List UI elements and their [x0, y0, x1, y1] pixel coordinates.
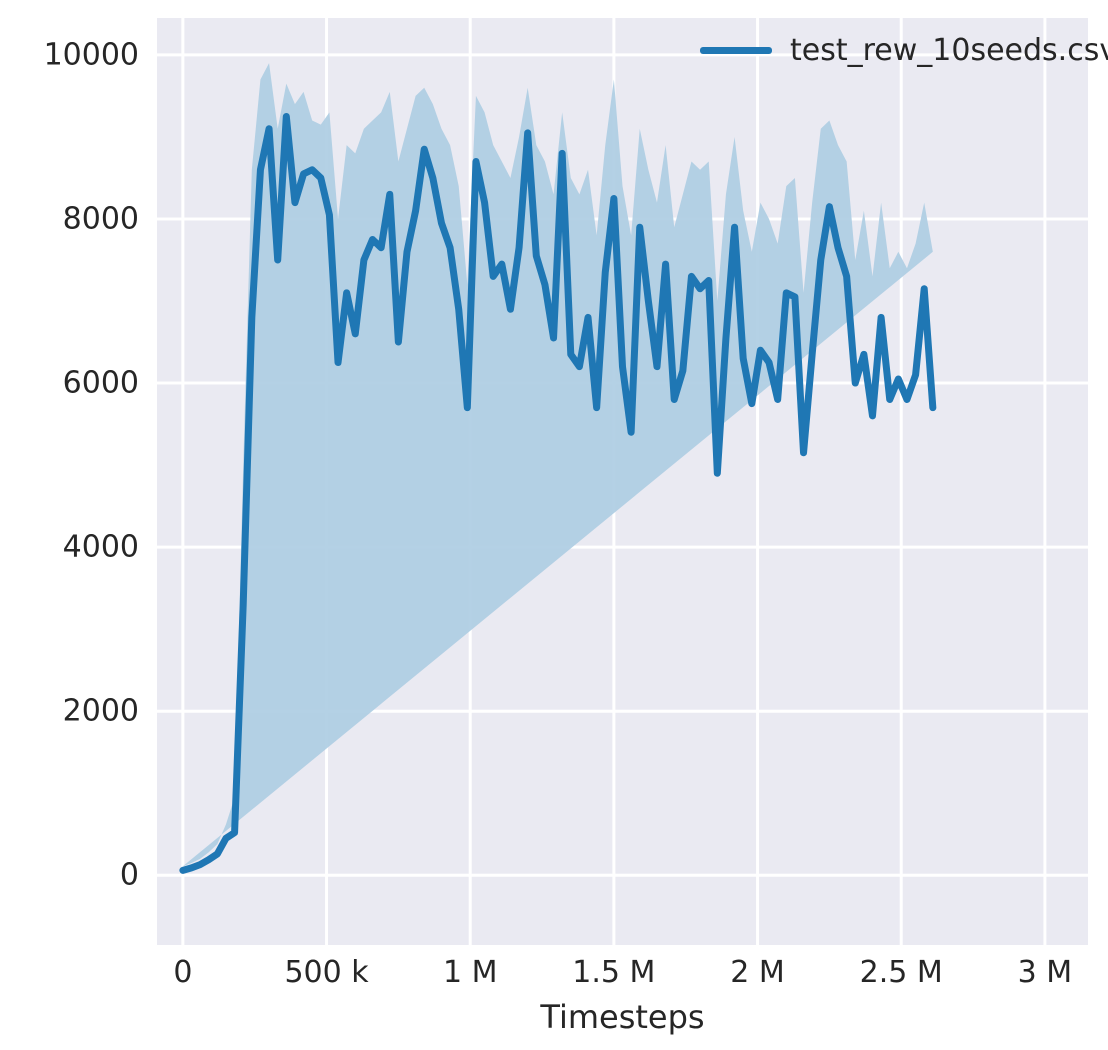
chart-legend: test_rew_10seeds.csv — [700, 33, 1108, 68]
x-axis-title: Timesteps — [540, 998, 705, 1036]
x-axis-tick-label: 0 — [173, 955, 193, 990]
x-axis-tick-label: 3 M — [1017, 955, 1073, 990]
y-axis-tick-label: 2000 — [62, 693, 139, 729]
y-axis-tick-label: 10000 — [43, 37, 139, 73]
x-axis-tick-label: 2 M — [730, 955, 785, 990]
x-axis-tick-label: 1.5 M — [572, 955, 656, 990]
y-axis-tick-label: 6000 — [62, 365, 139, 401]
x-axis-tick-label: 1 M — [442, 955, 498, 990]
y-axis-tick-label: 8000 — [62, 201, 139, 237]
y-axis-tick-label: 0 — [119, 857, 139, 893]
plot-area — [157, 18, 1088, 945]
x-axis-tick-label: 2.5 M — [859, 955, 943, 990]
legend-color-swatch-line — [700, 47, 772, 54]
line-chart-svg — [157, 18, 1088, 945]
reward-line — [179, 112, 937, 874]
x-axis-tick-label: 500 k — [284, 955, 369, 990]
legend-label: test_rew_10seeds.csv — [790, 33, 1108, 68]
confidence-band — [182, 63, 933, 867]
y-axis-tick-label: 4000 — [62, 529, 139, 565]
